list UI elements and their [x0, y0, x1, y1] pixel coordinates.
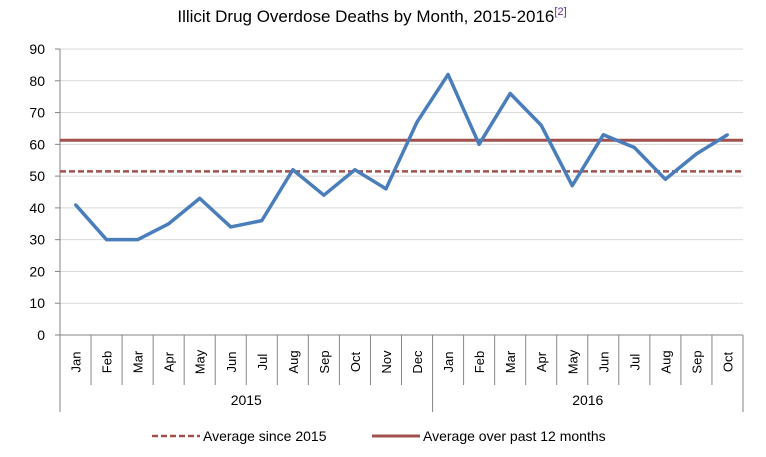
- legend-label: Average since 2015: [203, 428, 327, 444]
- data-point: [539, 123, 543, 127]
- x-tick-label: Oct: [348, 352, 363, 373]
- data-point: [570, 184, 574, 188]
- x-tick-label: Feb: [100, 351, 115, 373]
- y-tick-label: 60: [29, 136, 45, 152]
- series: [74, 72, 729, 242]
- data-point: [136, 238, 140, 242]
- y-tick-label: 20: [29, 263, 45, 279]
- x-tick-label: Sep: [689, 350, 704, 373]
- data-point: [384, 187, 388, 191]
- data-point: [105, 238, 109, 242]
- y-tick-label: 40: [29, 200, 45, 216]
- x-tick-label: Jul: [627, 354, 642, 371]
- x-tick-label: Nov: [379, 350, 394, 374]
- data-point: [477, 142, 481, 146]
- legend: Average since 2015 Average over past 12 m…: [152, 428, 606, 444]
- data-point: [601, 133, 605, 137]
- x-tick-label: Jun: [596, 352, 611, 373]
- x-tick-label: Mar: [503, 350, 518, 373]
- y-tick-label: 50: [29, 168, 45, 184]
- legend-label: Average over past 12 months: [423, 428, 606, 444]
- y-axis: 0 10 20 30 40 50 60 70 80 90: [29, 41, 61, 343]
- data-point: [353, 168, 357, 172]
- data-point: [198, 196, 202, 200]
- series-line: [74, 72, 729, 242]
- title-footnote-link[interactable]: [2]: [554, 6, 566, 18]
- x-tick-label: May: [565, 349, 580, 374]
- y-tick-label: 90: [29, 41, 45, 57]
- y-tick-label: 80: [29, 73, 45, 89]
- x-group-label: 2015: [231, 392, 262, 408]
- x-group-label: 2016: [572, 392, 603, 408]
- data-point: [415, 120, 419, 124]
- data-point: [322, 193, 326, 197]
- x-tick-label: Feb: [472, 351, 487, 373]
- x-tick-label: Dec: [410, 350, 425, 374]
- x-tick-label: Jan: [69, 352, 84, 373]
- x-tick-label: Apr: [534, 351, 549, 372]
- data-point: [229, 225, 233, 229]
- x-tick-label: Sep: [317, 350, 332, 373]
- x-tick-label: May: [193, 349, 208, 374]
- x-tick-label: Mar: [131, 350, 146, 373]
- data-point: [663, 177, 667, 181]
- data-point: [725, 133, 729, 137]
- chart-title-text: Illicit Drug Overdose Deaths by Month, 2…: [177, 7, 554, 26]
- data-point: [694, 152, 698, 156]
- reference-lines: [60, 138, 743, 173]
- x-tick-label: Apr: [162, 351, 177, 372]
- x-axis: Jan Feb Mar Apr May Jun Jul Aug Sep Oct Nov Dec Jan F…: [59, 334, 744, 412]
- x-tick-label: Jun: [224, 352, 239, 373]
- x-tick-label: Jul: [255, 354, 270, 371]
- data-point: [74, 203, 78, 207]
- data-point: [167, 222, 171, 226]
- data-point: [508, 91, 512, 95]
- x-tick-label: Aug: [286, 350, 301, 373]
- y-tick-label: 10: [29, 295, 45, 311]
- x-tick-label: Aug: [658, 350, 673, 373]
- y-tick-label: 30: [29, 232, 45, 248]
- data-point: [446, 72, 450, 76]
- x-tick-label: Oct: [720, 352, 735, 373]
- data-point: [260, 219, 264, 223]
- x-tick-label: Jan: [441, 352, 456, 373]
- chart-title: Illicit Drug Overdose Deaths by Month, 2…: [177, 6, 566, 26]
- data-point: [291, 168, 295, 172]
- gridlines: [60, 48, 743, 304]
- data-point: [632, 146, 636, 150]
- y-tick-label: 0: [37, 327, 45, 343]
- y-tick-label: 70: [29, 105, 45, 121]
